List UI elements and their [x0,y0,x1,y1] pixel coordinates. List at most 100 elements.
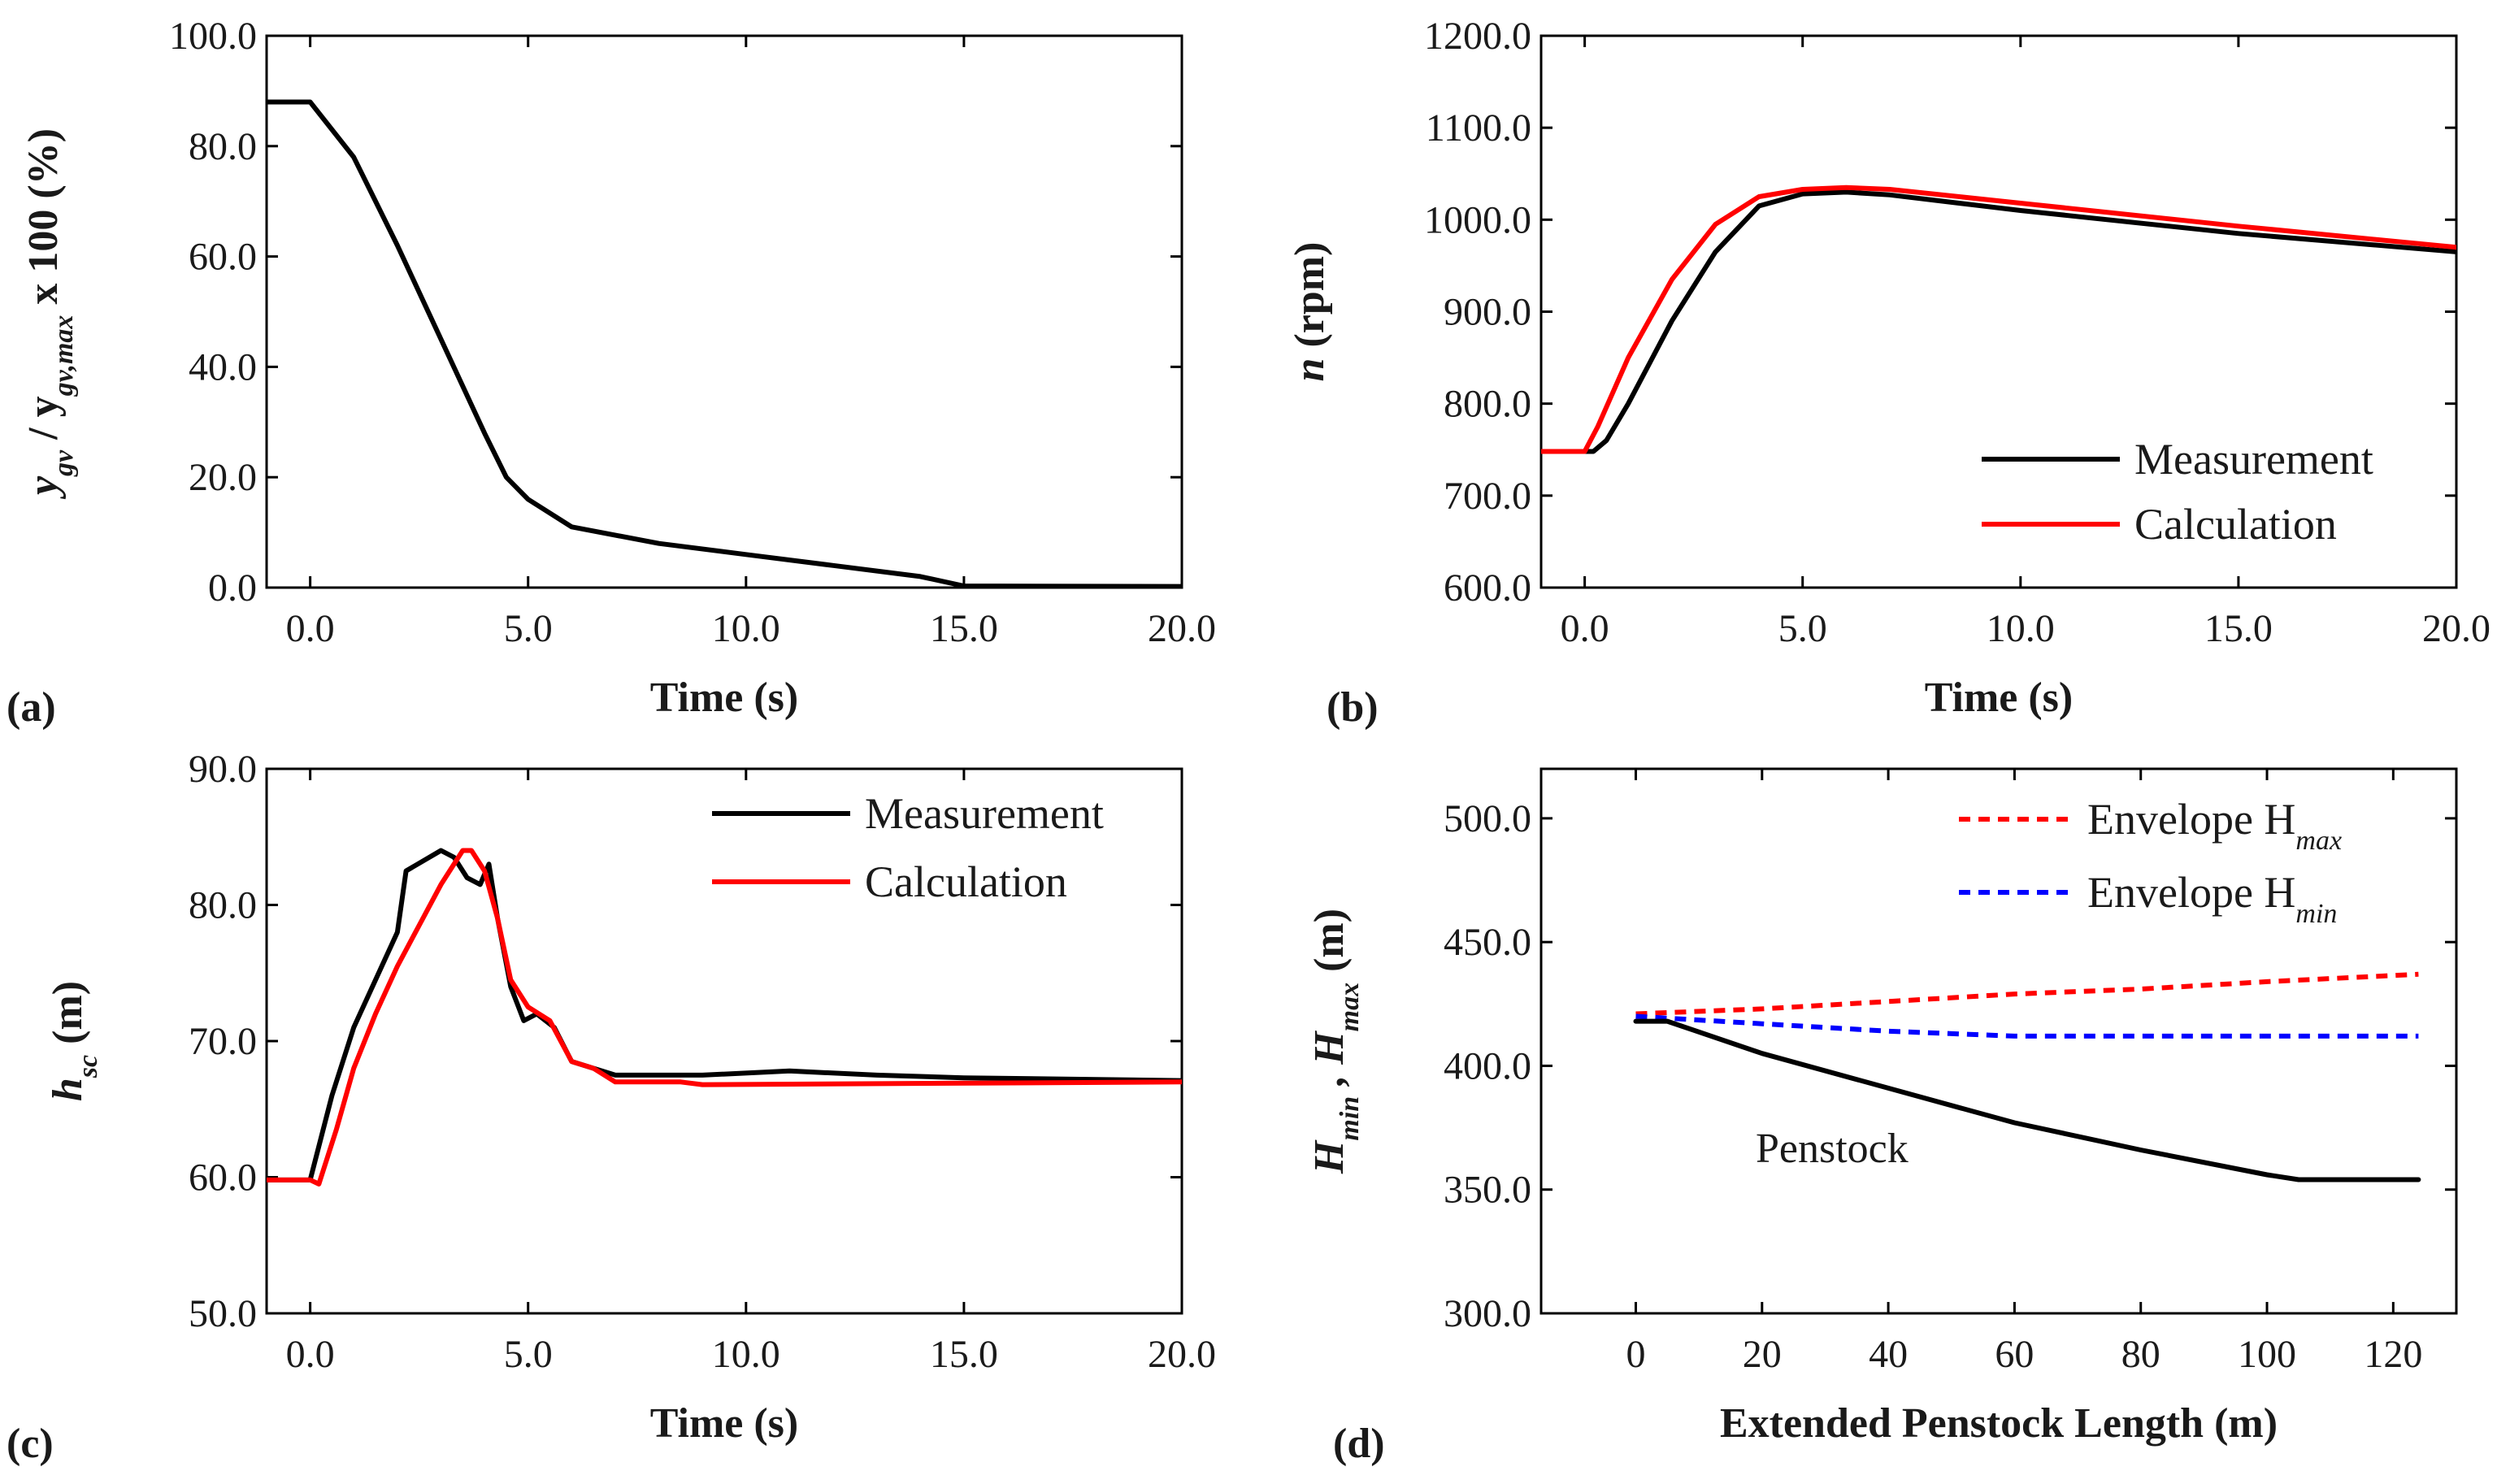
x-tick-label: 5.0 [504,607,553,650]
panel-label: (c) [7,1421,54,1467]
y-tick-label: 350.0 [1444,1169,1531,1212]
y-tick-label: 40.0 [189,345,257,388]
panel-label: (a) [7,684,56,731]
y-tick-label: 90.0 [189,748,257,791]
legend-label-text: Envelope H [2087,868,2295,917]
legend-label-text: Envelope H [2087,795,2295,844]
y-label-subscript: max [1335,983,1365,1031]
y-label-subscript: min [1335,1096,1365,1141]
y-tick-label: 1200.0 [1424,15,1531,58]
legend-label: Measurement [2134,435,2373,484]
plot-frame [265,767,1183,1315]
y-axis-label: hsc (m) [45,981,103,1101]
y-tick-label: 300.0 [1444,1292,1531,1335]
series-group [1633,971,2421,1182]
y-tick-label: 700.0 [1444,475,1531,518]
x-tick-label: 15.0 [2204,607,2273,650]
y-tick-label: 600.0 [1444,566,1531,610]
series-group [267,99,1182,588]
x-axis-label: Extended Penstock Length (m) [1720,1400,2278,1447]
x-tick-label: 15.0 [930,607,998,650]
x-tick-label: 20.0 [2422,607,2490,650]
y-label-part: n [1287,358,1333,382]
y-tick-label: 900.0 [1444,291,1531,334]
plot-frame [1539,767,2458,1315]
panel-label: (d) [1333,1421,1385,1467]
y-tick-label: 70.0 [189,1020,257,1063]
y-label-subscript: sc [73,1055,103,1078]
x-tick-label: 0.0 [1561,607,1609,650]
y-axis-label: ygv / ygv,max x 100 (%) [20,128,79,500]
panel-a: 0.0 5.0 10.0 15.0 20.0 0.0 20.0 40.0 60.0 80.0 100… [7,15,1216,731]
y-tick-label: 400.0 [1444,1044,1531,1087]
plot-frame [265,34,1183,589]
legend-label: Calculation [2134,500,2337,549]
x-axis-label: Time (s) [650,1400,798,1447]
x-tick-label: 0.0 [286,1333,335,1376]
y-axis-label: Hmin , Hmax (m) [1306,909,1365,1174]
y-label-part: / y [20,396,67,449]
y-tick-label: 1000.0 [1424,198,1531,241]
x-tick-label: 10.0 [1987,607,2055,650]
legend-label: Measurement [865,789,1104,838]
y-label-part: (m) [1306,909,1353,983]
x-tick-label: 20.0 [1148,1333,1216,1376]
x-tick-label: 5.0 [1778,607,1827,650]
y-label-part: y [20,475,67,500]
series-group [1541,184,2456,454]
series-line-envelope-h-min [1635,1013,2419,1039]
series-line-measurement [1541,189,2456,454]
penstock-annotation: Penstock [1756,1126,1909,1172]
x-tick-label: 80 [2121,1333,2160,1376]
legend-label: Calculation [865,857,1067,906]
x-tick-label: 10.0 [712,1333,780,1376]
y-label-part: H [1306,1139,1353,1174]
series-line-penstock [1633,1018,2421,1182]
x-tick-label: 100 [2238,1333,2296,1376]
x-tick-label: 60 [1995,1333,2034,1376]
legend-label: Envelope Hmin [2087,868,2337,929]
series-line-measurement [267,99,1182,588]
x-tick-label: 20.0 [1148,607,1216,650]
legend-label: Envelope Hmax [2087,795,2342,856]
x-tick-label: 10.0 [712,607,780,650]
y-tick-label: 20.0 [189,456,257,499]
x-axis-label: Time (s) [1925,675,2073,721]
panel-d: 0 20 40 60 80 100 120 300.0 350.0 400.0 450.0 500.0… [1306,767,2458,1467]
legend: Measurement Calculation [712,789,1104,906]
y-label-subscript: gv [49,449,79,477]
y-tick-label: 800.0 [1444,383,1531,426]
x-tick-label: 20 [1743,1333,1782,1376]
x-tick-label: 120 [2364,1333,2422,1376]
panel-label: (b) [1327,684,1379,731]
y-tick-label: 60.0 [189,1156,257,1200]
x-axis-label: Time (s) [650,675,798,721]
x-tick-label: 15.0 [930,1333,998,1376]
y-label-part: (m) [45,981,91,1055]
legend: Measurement Calculation [1982,435,2373,549]
y-label-subscript: gv,max [49,315,79,397]
y-label-part: x 100 (%) [20,128,67,315]
y-label-part: , H [1306,1031,1353,1096]
y-axis-label: n (rpm) [1287,242,1333,382]
series-line-calculation [1541,184,2456,454]
x-tick-label: 5.0 [504,1333,553,1376]
y-label-part: (rpm) [1287,242,1333,358]
y-tick-label: 80.0 [189,884,257,927]
y-tick-label: 1100.0 [1426,106,1531,150]
y-tick-label: 80.0 [189,125,257,168]
x-tick-label: 0 [1626,1333,1645,1376]
series-group [267,848,1182,1187]
series-line-envelope-h-max [1635,971,2419,1017]
x-tick-label: 40 [1869,1333,1908,1376]
panel-c: 0.0 5.0 10.0 15.0 20.0 50.0 60.0 70.0 80.0 90.0 Ti… [7,748,1216,1467]
legend-label-subscript: max [2295,826,2342,856]
y-tick-label: 60.0 [189,236,257,279]
y-tick-label: 450.0 [1444,921,1531,964]
legend-label-subscript: min [2295,899,2337,929]
y-label-part: h [45,1078,91,1101]
y-tick-label: 500.0 [1444,797,1531,840]
y-tick-label: 50.0 [189,1292,257,1335]
